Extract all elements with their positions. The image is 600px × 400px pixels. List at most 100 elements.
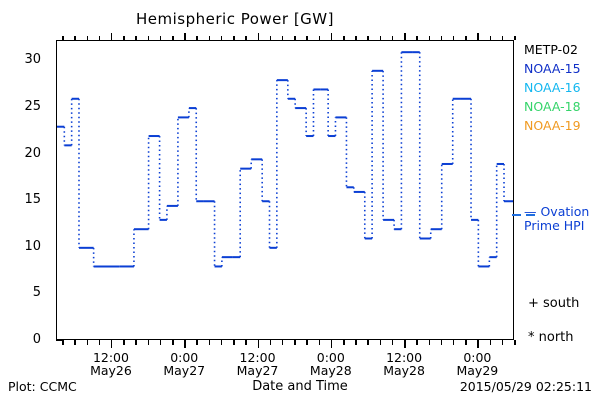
x-minor-tick — [281, 36, 284, 40]
x-minor-tick — [367, 36, 369, 40]
x-major-tick — [110, 33, 113, 40]
x-minor-tick — [159, 36, 162, 40]
x-minor-tick — [355, 340, 357, 345]
x-minor-tick — [208, 340, 211, 345]
x-major-tick — [257, 33, 260, 40]
x-minor-tick — [306, 340, 308, 345]
x-major-tick — [330, 340, 333, 348]
legend-entry-noaa-15: NOAA-15 — [524, 61, 581, 76]
legend-entry-noaa-19: NOAA-19 — [524, 118, 581, 133]
x-major-tick — [477, 33, 479, 40]
plot-timestamp: 2015/05/29 02:25:11 — [459, 379, 592, 394]
x-minor-tick — [294, 36, 296, 40]
x-minor-tick — [391, 340, 394, 345]
x-major-tick — [330, 33, 333, 40]
x-major-tick — [404, 33, 406, 40]
x-major-tick — [110, 340, 113, 348]
x-minor-tick — [233, 340, 235, 345]
x-minor-tick — [98, 340, 101, 345]
x-minor-tick — [233, 36, 235, 40]
x-minor-tick — [367, 340, 369, 345]
x-minor-tick — [294, 340, 296, 345]
x-minor-tick — [86, 340, 89, 345]
x-minor-tick — [391, 36, 394, 40]
x-minor-tick — [135, 340, 137, 345]
x-minor-tick — [428, 340, 430, 345]
x-major-tick — [477, 340, 479, 348]
x-major-tick — [184, 340, 186, 348]
x-major-tick — [184, 33, 186, 40]
x-minor-tick — [452, 340, 455, 345]
x-minor-tick — [306, 36, 308, 40]
x-minor-tick — [269, 36, 272, 40]
y-tick-label: 15 — [24, 192, 41, 208]
x-minor-tick — [281, 340, 284, 345]
x-minor-tick — [416, 36, 418, 40]
y-tick-label: 5 — [32, 285, 41, 301]
x-tick-label: 0:00 May28 — [309, 350, 352, 378]
legend-entry-noaa-16: NOAA-16 — [524, 80, 581, 95]
x-minor-tick — [159, 340, 162, 345]
x-minor-tick — [220, 36, 223, 40]
x-tick-label: 0:00 May27 — [163, 350, 206, 378]
x-minor-tick — [123, 36, 125, 40]
x-minor-tick — [343, 340, 345, 345]
x-minor-tick — [220, 340, 223, 345]
x-tick-label: 0:00 May29 — [456, 350, 499, 378]
x-minor-tick — [147, 36, 150, 40]
x-tick-label: 12:00 May28 — [383, 350, 425, 378]
x-minor-tick — [245, 36, 247, 40]
x-minor-tick — [440, 36, 443, 40]
legend: METP-02 NOAA-15 NOAA-16 NOAA-18 NOAA-19 — [524, 40, 600, 135]
x-minor-tick — [86, 36, 89, 40]
south-symbol-legend: + south — [528, 296, 580, 311]
page-title: Hemispheric Power [GW] — [136, 10, 334, 28]
legend-entry-noaa-18: NOAA-18 — [524, 99, 581, 114]
plot-area — [57, 41, 513, 339]
x-minor-tick — [98, 36, 101, 40]
legend-entry-metp-02: METP-02 — [524, 42, 578, 57]
x-minor-tick — [74, 36, 76, 40]
y-tick-label: 25 — [24, 99, 41, 115]
x-minor-tick — [440, 340, 443, 345]
x-minor-tick — [123, 340, 125, 345]
x-minor-tick — [379, 36, 382, 40]
ovation-legend-dash-left-icon — [512, 214, 521, 216]
x-minor-tick — [208, 36, 211, 40]
x-major-tick — [257, 340, 260, 348]
north-symbol-legend: * north — [528, 330, 574, 345]
x-minor-tick — [74, 340, 76, 345]
x-minor-tick — [514, 36, 516, 40]
ovation-legend-label: — Ovation Prime HPI — [524, 204, 590, 233]
x-minor-tick — [318, 36, 321, 40]
x-minor-tick — [379, 340, 382, 345]
x-minor-tick — [465, 340, 467, 345]
x-minor-tick — [489, 340, 492, 345]
x-minor-tick — [269, 340, 272, 345]
x-axis-title: Date and Time — [252, 379, 348, 394]
x-minor-tick — [172, 36, 174, 40]
x-minor-tick — [62, 340, 64, 345]
x-minor-tick — [245, 340, 247, 345]
x-minor-tick — [147, 340, 150, 345]
x-minor-tick — [343, 36, 345, 40]
x-minor-tick — [514, 340, 516, 345]
x-minor-tick — [62, 36, 64, 40]
x-minor-tick — [318, 340, 321, 345]
x-minor-tick — [452, 36, 455, 40]
x-minor-tick — [465, 36, 467, 40]
x-minor-tick — [489, 36, 492, 40]
plot-credit: Plot: CCMC — [8, 379, 77, 394]
x-minor-tick — [416, 340, 418, 345]
x-minor-tick — [355, 36, 357, 40]
ovation-legend-dash-right-icon — [526, 214, 535, 216]
x-minor-tick — [196, 36, 198, 40]
y-tick-label: 0 — [32, 332, 41, 347]
x-minor-tick — [172, 340, 174, 345]
x-minor-tick — [196, 340, 198, 345]
y-tick-label: 30 — [24, 52, 41, 68]
ovation-hpi-step-series — [57, 51, 513, 268]
y-tick-label: 10 — [24, 238, 41, 254]
y-tick-label: 20 — [24, 145, 41, 161]
